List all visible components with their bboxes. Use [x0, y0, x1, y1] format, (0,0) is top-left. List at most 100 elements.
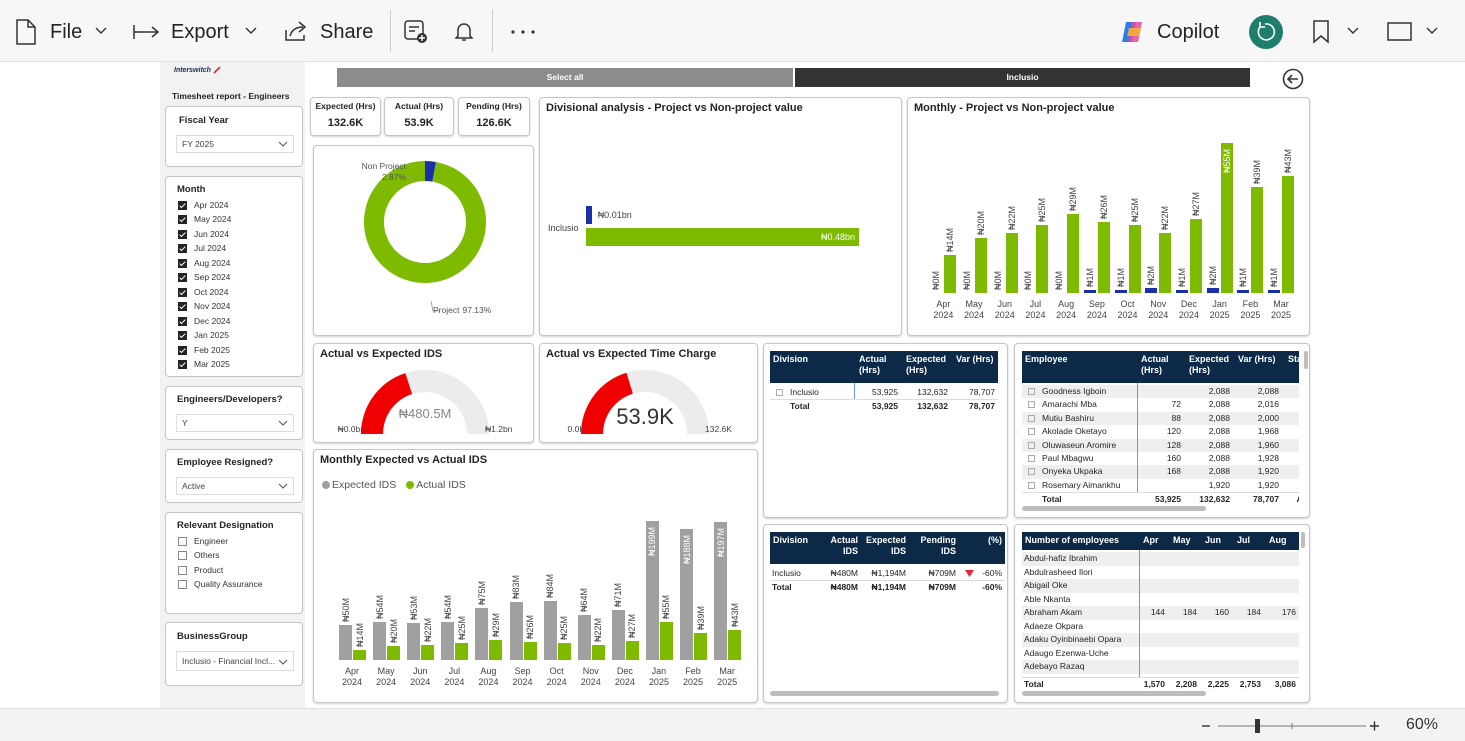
column-header[interactable]: Var (Hrs): [956, 354, 994, 364]
expand-icon[interactable]: [1028, 388, 1035, 395]
column-header[interactable]: Division: [773, 354, 809, 364]
bar: [475, 607, 489, 660]
scrollbar[interactable]: [1304, 351, 1308, 369]
column-header[interactable]: Jul: [1237, 535, 1251, 545]
toolbar: [0, 0, 1465, 62]
expand-icon[interactable]: [1028, 481, 1035, 489]
column-header[interactable]: Employee: [1025, 354, 1068, 364]
column-header[interactable]: (%): [988, 535, 1002, 545]
option-label[interactable]: Jul 2024: [194, 243, 227, 254]
expand-icon[interactable]: [1028, 428, 1035, 436]
fiscal-year-slicer: Fiscal Year FY 2025: [165, 106, 303, 167]
table-cell: Total: [1042, 494, 1062, 504]
checkbox[interactable]: [178, 273, 187, 283]
row-stripe: [1022, 633, 1299, 647]
dropdown[interactable]: Inclusio - Financial Incl...: [176, 651, 294, 671]
checkbox[interactable]: [178, 258, 187, 268]
column-header[interactable]: Pending IDS: [920, 535, 957, 556]
column-header[interactable]: Expected IDS: [866, 535, 907, 556]
column-header[interactable]: Expected (Hrs): [906, 354, 947, 375]
dropdown[interactable]: Active: [176, 477, 294, 495]
option-label[interactable]: Oct 2024: [194, 286, 229, 297]
option-label[interactable]: Engineer: [194, 536, 229, 546]
scrollbar[interactable]: [1022, 691, 1206, 696]
back-button[interactable]: [1282, 68, 1304, 90]
column-header[interactable]: Aug: [1269, 535, 1287, 545]
checkbox[interactable]: [178, 331, 187, 341]
column-header[interactable]: Jun: [1205, 535, 1222, 545]
copilot-button[interactable]: Copilot: [1157, 21, 1220, 43]
zoom-level[interactable]: 60%: [1406, 716, 1439, 733]
checkbox[interactable]: [178, 537, 187, 546]
expand-icon[interactable]: [1028, 468, 1035, 476]
share-button[interactable]: Share: [320, 21, 374, 43]
file-menu[interactable]: File: [50, 21, 83, 43]
option-label[interactable]: Jan 2025: [194, 330, 229, 341]
data-label: ₦1M: [1115, 268, 1126, 288]
dropdown[interactable]: FY 2025: [176, 135, 294, 153]
more-icon[interactable]: [510, 29, 536, 35]
dropdown-value: Active: [182, 481, 206, 491]
checkbox[interactable]: [178, 359, 187, 369]
checkbox[interactable]: [178, 302, 187, 312]
option-label[interactable]: Others: [194, 550, 220, 561]
option-label[interactable]: Dec 2024: [194, 315, 231, 326]
column-header[interactable]: Expected (Hrs): [1189, 354, 1230, 375]
view-icon[interactable]: [1387, 22, 1413, 42]
option-label[interactable]: Jun 2024: [194, 228, 229, 239]
option-label[interactable]: May 2024: [194, 214, 232, 225]
checkbox[interactable]: [178, 551, 187, 561]
comment-icon[interactable]: [403, 19, 429, 45]
reset-button[interactable]: [1248, 14, 1284, 50]
checkbox[interactable]: [178, 287, 187, 297]
select-all-button[interactable]: Select all: [337, 68, 793, 87]
option-label[interactable]: Product: [194, 564, 224, 575]
column-header[interactable]: Actual (Hrs): [1141, 354, 1169, 375]
x-tick-label: Sep 2024: [512, 666, 533, 687]
checkbox[interactable]: [178, 580, 187, 590]
table-cell: 1,920: [1257, 479, 1279, 490]
bar: [509, 602, 523, 660]
expand-icon[interactable]: [1028, 455, 1035, 462]
export-menu[interactable]: Export: [171, 21, 229, 43]
expand-icon[interactable]: [1028, 401, 1035, 409]
scrollbar[interactable]: [1022, 506, 1206, 511]
option-label[interactable]: Mar 2025: [194, 358, 230, 369]
checkbox[interactable]: [178, 215, 187, 225]
option-label[interactable]: Sep 2024: [194, 272, 231, 283]
bookmark-icon[interactable]: [1312, 20, 1330, 44]
alert-icon[interactable]: [455, 21, 473, 43]
column-header[interactable]: Status: [1288, 354, 1299, 364]
column-header[interactable]: Actual (Hrs): [859, 354, 887, 375]
option-label[interactable]: Quality Assurance: [194, 579, 263, 590]
scrollbar[interactable]: [770, 691, 999, 696]
dropdown[interactable]: Y: [176, 414, 294, 432]
division-button[interactable]: Inclusio: [795, 68, 1250, 87]
checkbox[interactable]: [178, 345, 187, 355]
data-label: ₦75M: [476, 580, 487, 605]
checkbox[interactable]: [178, 316, 187, 326]
chart-title: Monthly - Project vs Non-project value: [914, 102, 1115, 114]
zoom-slider[interactable]: [1200, 716, 1380, 736]
checkbox[interactable]: [178, 565, 187, 575]
checkbox[interactable]: [178, 201, 187, 210]
column-header[interactable]: May: [1173, 535, 1191, 545]
data-label: ₦27M: [1190, 192, 1201, 217]
checkbox[interactable]: [178, 244, 187, 254]
category-label: Project: [433, 305, 460, 315]
expand-icon[interactable]: [776, 389, 783, 396]
column-header[interactable]: Actual IDS: [830, 535, 858, 556]
scrollbar[interactable]: [1301, 532, 1305, 548]
expand-icon[interactable]: [1028, 441, 1035, 449]
gauge-value-label: ₦480.5M: [398, 406, 452, 421]
column-header[interactable]: Number of employees: [1025, 535, 1120, 545]
option-label[interactable]: Apr 2024: [194, 200, 229, 210]
option-label[interactable]: Nov 2024: [194, 301, 231, 312]
option-label[interactable]: Feb 2025: [194, 344, 230, 355]
checkbox[interactable]: [178, 229, 187, 239]
expand-icon[interactable]: [1028, 414, 1035, 422]
column-header[interactable]: Apr: [1143, 535, 1159, 545]
column-header[interactable]: Var (Hrs): [1238, 354, 1276, 364]
option-label[interactable]: Aug 2024: [194, 257, 231, 268]
column-header[interactable]: Division: [773, 535, 809, 545]
